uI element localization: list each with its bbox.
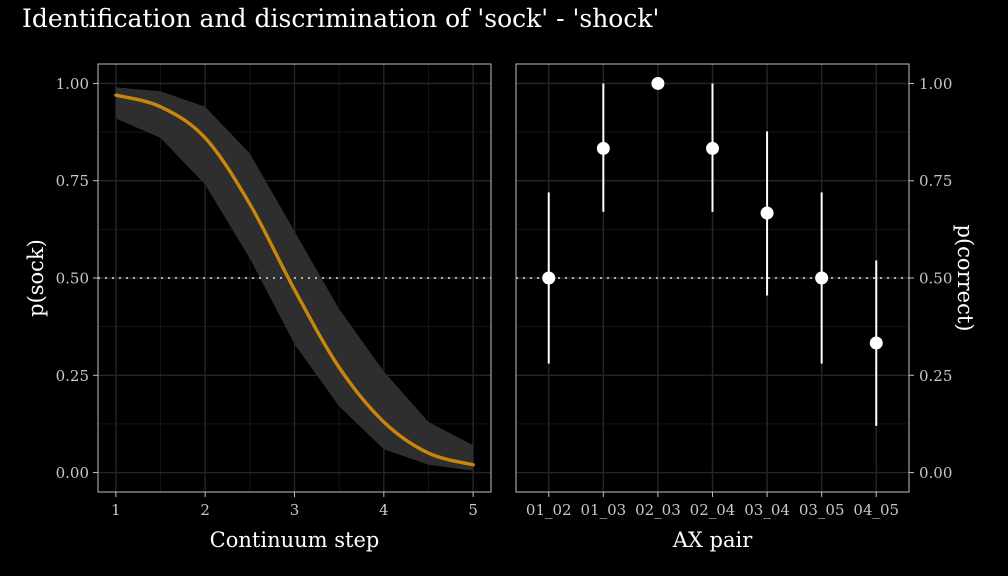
left-y-tick-label: 0.75 — [56, 172, 89, 190]
data-point — [542, 271, 556, 285]
data-point — [596, 141, 610, 155]
left-x-tick-label: 4 — [379, 501, 389, 519]
left-x-tick-label: 5 — [468, 501, 478, 519]
left-y-tick-label: 0.00 — [56, 464, 89, 482]
left-x-tick-label: 2 — [200, 501, 210, 519]
right-y-tick-label: 0.00 — [919, 464, 952, 482]
right-x-tick-label: 02_03 — [635, 501, 681, 519]
right-y-tick-label: 1.00 — [919, 75, 952, 93]
left-x-axis-label: Continuum step — [210, 528, 380, 552]
right-y-tick-label: 0.50 — [919, 270, 952, 288]
left-y-tick-label: 0.50 — [56, 270, 89, 288]
left-x-tick-label: 1 — [111, 501, 121, 519]
right-x-tick-label: 04_05 — [853, 501, 899, 519]
data-point — [760, 206, 774, 220]
left-y-tick-label: 0.25 — [56, 367, 89, 385]
right-x-tick-label: 01_02 — [526, 501, 572, 519]
data-point — [651, 76, 665, 90]
confidence-ribbon — [115, 87, 474, 471]
right-x-tick-label: 03_04 — [744, 501, 790, 519]
right-y-axis-label: p(correct) — [953, 225, 977, 332]
data-point — [815, 271, 829, 285]
right-x-axis-label: AX pair — [672, 528, 753, 552]
right-x-tick-label: 02_04 — [690, 501, 736, 519]
left-y-tick-label: 1.00 — [56, 75, 89, 93]
data-point — [869, 336, 883, 350]
left-y-axis-label: p(sock) — [24, 239, 48, 317]
right-y-tick-label: 0.75 — [919, 172, 952, 190]
right-x-tick-label: 03_05 — [799, 501, 845, 519]
data-point — [706, 141, 719, 155]
left-x-tick-label: 3 — [290, 501, 300, 519]
right-y-tick-label: 0.25 — [919, 367, 952, 385]
figure-title: Identification and discrimination of 'so… — [22, 4, 660, 33]
right-x-tick-label: 01_03 — [580, 501, 626, 519]
identification-curve — [114, 93, 475, 467]
